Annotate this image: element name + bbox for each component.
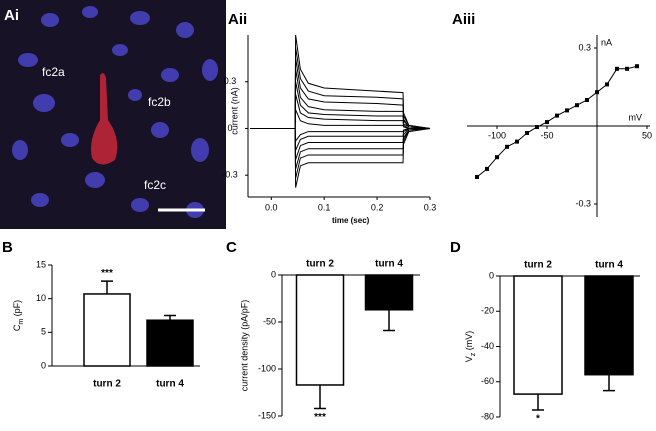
y-axis-label-part: m [18,319,25,325]
x-tick-label: 0.1 [318,202,331,212]
y-tick-label: -150 [258,410,276,420]
y-axis-label: Vz (mV) [464,331,477,363]
y-tick-label: -0.3 [222,170,238,180]
x-tick-label: 0.2 [371,202,384,212]
marker [485,166,489,171]
panel-label: Aii [228,11,247,28]
labeled-cell [91,73,118,165]
x-tick-label: 0.3 [424,202,437,212]
micrograph: Ai fc2a fc2b fc2c [0,0,226,229]
trace [476,65,638,178]
significance: *** [101,268,113,279]
error-bar [532,394,544,411]
marker [545,120,549,125]
y-tick-label: -20 [481,306,494,316]
marker [495,155,499,160]
y-tick-label: 0 [41,360,46,370]
y-axis-label-part: z [470,352,477,356]
y-tick-label: 0.3 [578,42,591,52]
y-tick-label: 0 [489,270,494,280]
marker [615,66,619,71]
y-tick-label: 15 [36,259,46,269]
y-tick-label: 5 [41,327,46,337]
cell-label: fc2c [144,178,166,192]
significance: *** [314,412,326,423]
bar [83,293,131,367]
marker [565,108,569,113]
bar [146,319,194,367]
bar [364,274,414,311]
x-axis-label: time (sec) [332,216,370,225]
y-tick-label: 0 [271,269,276,279]
cell-label: fc2b [148,95,171,109]
marker [535,125,539,130]
y-axis-label: current density (pA/pF) [239,300,249,392]
x-tick-label: turn 2 [93,379,121,390]
y-axis-label: current (nA) [229,87,239,135]
image-background [0,0,226,229]
bar [513,275,563,395]
marker [605,82,609,87]
y-tick-label: 10 [36,293,46,303]
trace [250,94,430,129]
cell-label: fc2a [42,65,65,79]
y-tick-label: -80 [481,411,494,421]
x-tick-label: turn 4 [375,259,403,270]
y-tick-label: -60 [481,376,494,386]
marker [635,64,639,69]
x-tick-label: turn 2 [306,259,334,270]
trace [250,109,430,129]
error-bar [603,374,615,392]
bar [295,274,345,386]
panel-label: Aiii [452,11,475,28]
error-bar [314,384,326,410]
x-tick-label: 0.0 [265,202,278,212]
y-tick-label: 0 [227,123,232,133]
marker [525,131,529,136]
y-tick-label: -0.3 [575,198,591,208]
error-bar [164,314,176,321]
y-axis-label: nA [601,37,612,47]
marker [575,103,579,108]
x-axis-label: mV [629,112,643,122]
y-axis-label-part: (pF) [12,300,22,319]
x-tick-label: turn 2 [524,260,552,271]
x-tick-label: -50 [540,130,553,140]
x-tick-label: 50 [642,130,652,140]
x-tick-label: -100 [488,130,506,140]
x-tick-label: turn 4 [156,379,184,390]
marker [475,174,479,179]
y-axis-label-part: V [464,356,474,362]
marker [625,66,629,71]
y-tick-label: -50 [263,316,276,326]
y-axis-label: Cm (pF) [12,300,25,331]
y-axis-label-part: C [12,324,22,331]
panel-label: C [226,239,237,256]
significance: * [536,414,540,425]
y-tick-label: -100 [258,363,276,373]
y-tick-label: -40 [481,341,494,351]
error-bar [101,280,113,294]
marker [595,90,599,95]
marker [555,113,559,118]
trace [250,127,431,188]
marker [585,98,589,102]
y-axis-label-part: (mV) [464,331,474,353]
marker [515,139,519,144]
panel-label: D [450,239,461,256]
panel-label: Ai [4,7,19,24]
y-tick-label: 0.3 [224,76,237,86]
error-bar [383,309,395,332]
marker [505,144,509,149]
nuclei [12,6,218,218]
x-tick-label: turn 4 [595,260,623,271]
bar [584,275,634,376]
panel-label: B [2,239,13,256]
